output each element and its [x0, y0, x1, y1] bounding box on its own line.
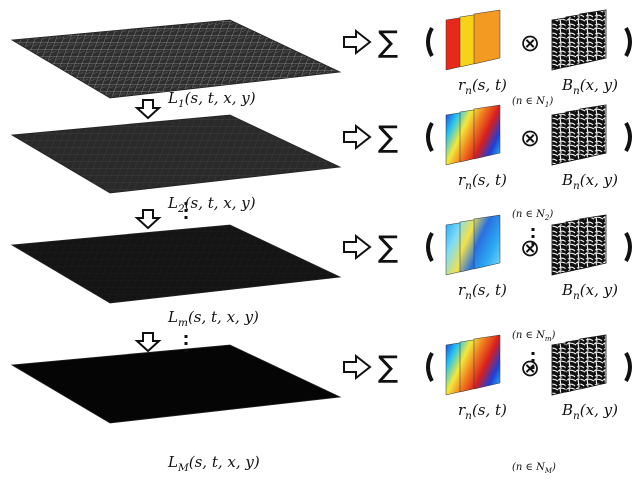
close-paren	[624, 122, 632, 152]
vertical-ellipsis	[531, 228, 535, 245]
open-paren	[426, 232, 434, 262]
basis-panel	[579, 214, 607, 270]
coefficient-stack	[445, 334, 501, 396]
basis-label: Bn(x, y)	[561, 401, 618, 422]
vertical-ellipsis	[184, 202, 188, 219]
coefficient-label: rn(s, t)	[458, 401, 507, 422]
coefficient-stack	[445, 214, 501, 276]
open-paren	[426, 352, 434, 382]
layer-label: L1(s, t, x, y)	[167, 89, 256, 110]
layer-plane	[10, 19, 342, 99]
basis-label: Bn(x, y)	[561, 171, 618, 192]
right-arrow	[343, 28, 372, 56]
layer-plane	[10, 114, 342, 194]
layer-label: Lm(s, t, x, y)	[167, 308, 259, 329]
tensor-product-symbol: ⊗	[520, 124, 540, 152]
basis-stack	[551, 334, 607, 396]
sum-symbol: ∑	[378, 350, 398, 385]
coefficient-panel	[473, 214, 501, 270]
basis-panel	[579, 334, 607, 390]
vertical-ellipsis	[531, 352, 535, 369]
close-paren	[624, 352, 632, 382]
tensor-product-symbol: ⊗	[520, 29, 540, 57]
index-set-label: (n ∈ NM)	[512, 462, 556, 475]
layer-plane	[10, 224, 342, 304]
rows-layer: L1(s, t, x, y) ∑ rn(s, t) ⊗ Bn(x, y) (n ∈ N1)…	[10, 9, 632, 475]
sum-symbol: ∑	[378, 25, 398, 60]
layer-label: L2(s, t, x, y)	[167, 194, 256, 215]
down-arrow	[134, 209, 162, 230]
coefficient-stack	[445, 104, 501, 166]
close-paren	[624, 232, 632, 262]
sum-symbol: ∑	[378, 230, 398, 265]
down-arrow	[134, 99, 162, 120]
basis-stack	[551, 104, 607, 166]
coefficient-label: rn(s, t)	[458, 76, 507, 97]
sum-symbol: ∑	[378, 120, 398, 155]
open-paren	[426, 27, 434, 57]
right-arrow	[343, 123, 372, 151]
down-arrow	[134, 332, 162, 353]
vertical-ellipsis	[184, 335, 188, 352]
index-set-label: (n ∈ N1)	[512, 96, 553, 109]
basis-stack	[551, 9, 607, 71]
basis-stack	[551, 214, 607, 276]
basis-label: Bn(x, y)	[561, 281, 618, 302]
basis-panel	[579, 9, 607, 65]
basis-panel	[579, 104, 607, 160]
right-arrow	[343, 233, 372, 261]
layer-label: LM(s, t, x, y)	[167, 453, 260, 474]
coefficient-label: rn(s, t)	[458, 171, 507, 192]
coefficient-panel	[473, 9, 501, 65]
tensor-product-symbol: ⊗	[520, 354, 540, 382]
coefficient-label: rn(s, t)	[458, 281, 507, 302]
tensor-product-symbol: ⊗	[520, 234, 540, 262]
layer-plane	[10, 344, 342, 424]
index-set-label: (n ∈ N2)	[512, 209, 553, 222]
right-arrow	[343, 353, 372, 381]
coefficient-panel	[473, 334, 501, 390]
index-set-label: (n ∈ Nm)	[512, 330, 556, 343]
coefficient-panel	[473, 104, 501, 160]
close-paren	[624, 27, 632, 57]
basis-label: Bn(x, y)	[561, 76, 618, 97]
open-paren	[426, 122, 434, 152]
coefficient-stack	[445, 9, 501, 71]
